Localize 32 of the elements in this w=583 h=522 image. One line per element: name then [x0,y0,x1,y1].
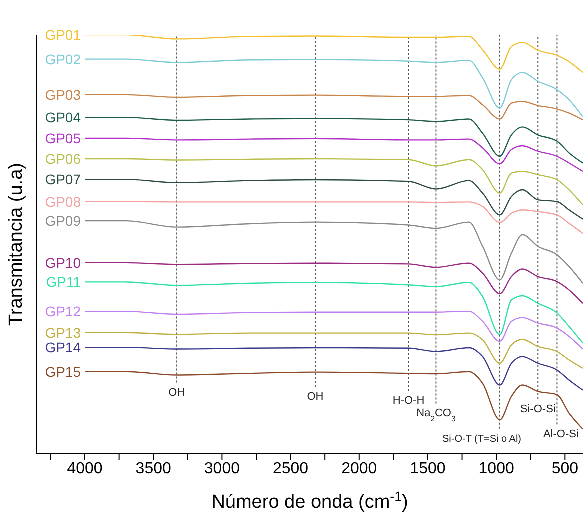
series-label: GP06 [45,151,82,168]
x-tick-label: 2500 [272,460,309,478]
x-tick-label: 1000 [478,460,514,478]
x-tick-label: 1500 [410,460,446,478]
series-label: GP15 [45,364,82,380]
x-tick-label: 500 [552,460,579,478]
x-tick-label: 2000 [342,460,378,478]
series-label: GP13 [45,324,82,341]
x-tick-label: 3500 [136,460,172,478]
ref-line-label: OH [168,386,186,399]
series-label: GP01 [45,27,82,43]
ref-line-label: OH [307,390,324,403]
series-label: GP02 [45,51,82,68]
ref-line-label: H-O-H [392,395,425,408]
series-label: GP07 [45,172,82,188]
y-axis-title: Transmitancia (u.a) [6,163,27,326]
series-label: GP04 [45,110,82,126]
x-axis-title: Número de onda (cm$^{-1}$) [212,488,408,513]
series-label: GP11 [46,274,82,290]
x-tick-label: 4000 [67,460,103,478]
series-label: GP10 [45,254,82,271]
x-tick-label: 3000 [204,460,240,478]
ref-line-label: Na$_{2}$CO$_{3}$ [416,408,456,424]
ref-line-label: Si-O-Si [520,404,556,416]
series-label: GP09 [45,213,82,230]
series-label: GP05 [45,130,82,146]
series-label: GP08 [45,194,82,210]
ref-line-label: Si-O-T (T=Si o Al) [442,434,522,445]
ref-line-label: Al-O-Si [543,428,579,441]
series-label: GP14 [45,340,82,356]
series-label: GP03 [45,86,82,103]
series-label: GP12 [45,304,82,320]
